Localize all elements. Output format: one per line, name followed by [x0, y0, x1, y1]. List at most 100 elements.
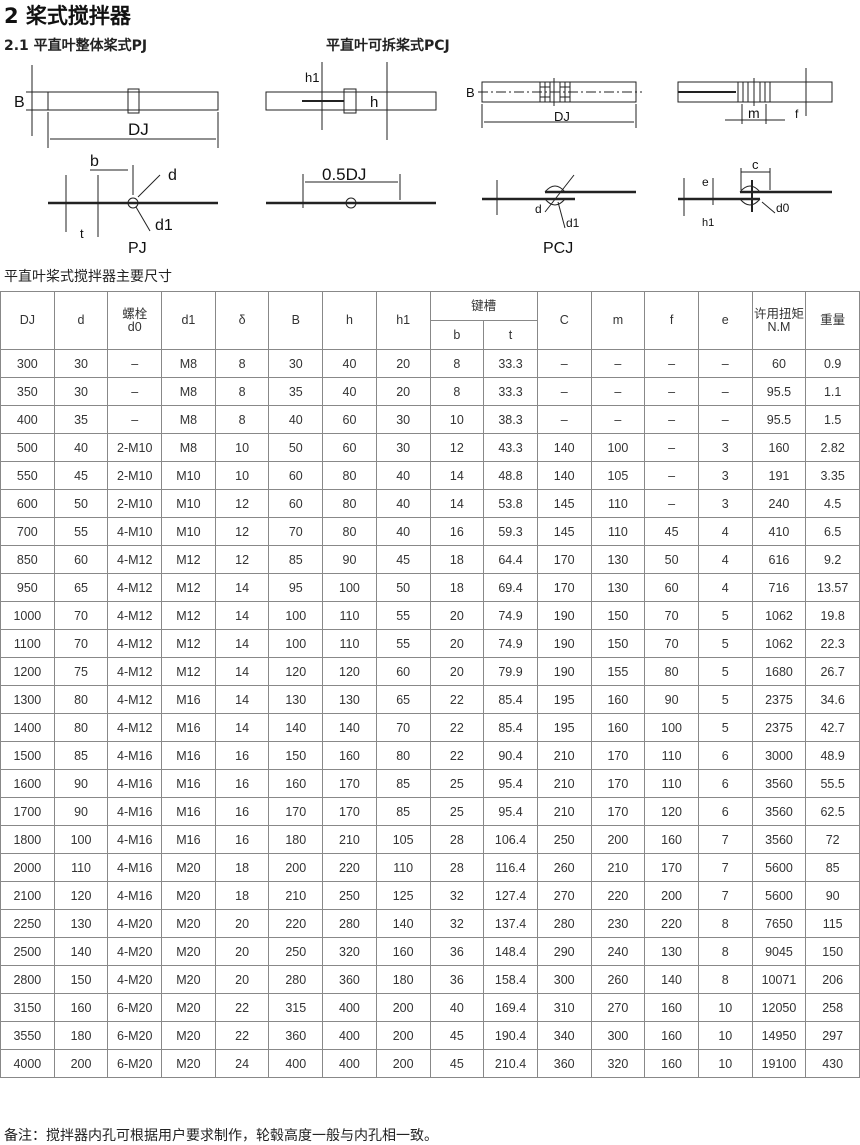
table-cell: 60 [268, 461, 324, 490]
table-cell: 28 [429, 825, 485, 854]
table-cell: 14 [214, 601, 270, 630]
table-cell: 400 [322, 1049, 377, 1078]
table-cell: 14 [214, 657, 270, 686]
table-cell: 50 [375, 573, 431, 602]
table-row: 1300 80 4-M12 M16 14 130 130 65 22 85.4 195 160 90 5 2… [0, 685, 860, 714]
table-cell: 53.8 [483, 489, 538, 518]
table-cell: 12 [214, 489, 270, 518]
table-cell: 43.3 [483, 433, 538, 462]
table-cell: 116.4 [483, 853, 538, 882]
table-cell: 65 [375, 685, 431, 714]
pj-hub-view: h1 h 0.5DJ [265, 62, 437, 209]
table-cell: 60 [268, 489, 324, 518]
table-cell: 130 [644, 937, 699, 966]
table-cell: 26.7 [805, 657, 860, 686]
table-cell: 140 [268, 713, 324, 742]
table-cell: 45 [429, 1049, 485, 1078]
table-cell: 32 [429, 909, 485, 938]
table-row: 2800 150 4-M20 M20 20 280 360 180 36 158.4 300 260 1… [0, 965, 860, 994]
table-cell: 30 [375, 405, 431, 434]
table-cell: M20 [161, 937, 216, 966]
table-cell: M20 [161, 909, 216, 938]
table-cell: 12 [214, 517, 270, 546]
table-cell: 120 [322, 657, 377, 686]
table-row: 550 45 2-M10 M10 10 60 80 40 14 48.8 140 105–3 191 3.… [0, 461, 860, 490]
table-cell: 191 [751, 461, 807, 490]
table-cell: 0.9 [805, 349, 860, 378]
table-cell: 145 [536, 489, 592, 518]
label-c: c [752, 157, 759, 172]
table-cell: 180 [375, 965, 431, 994]
table-cell: M16 [161, 825, 216, 854]
table-cell: 170 [536, 573, 592, 602]
table-cell: 60 [53, 545, 109, 574]
table-cell: 340 [536, 1021, 592, 1050]
section-title: 2 桨式搅拌器 [4, 4, 131, 28]
table-cell: 2800 [0, 965, 55, 994]
table-cell: 48.9 [805, 741, 860, 770]
table-cell: 200 [53, 1049, 109, 1078]
table-cell: 50 [644, 545, 699, 574]
table-cell: 120 [53, 881, 109, 910]
table-cell: 210 [590, 853, 646, 882]
table-cell: 4-M16 [107, 825, 163, 854]
table-cell: 20 [429, 629, 485, 658]
table-cell: 12 [214, 545, 270, 574]
table-cell: 28 [429, 853, 485, 882]
pj-subtitle: 2.1 平直叶整体桨式PJ [4, 38, 148, 54]
table-row: 1600 90 4-M16 M16 16 160 170 85 25 95.4 210 170 110 6… [0, 769, 860, 798]
table-row: 3550 180 6-M20 M20 22 360 400 200 45 190.4 340 300 1… [0, 1021, 860, 1050]
table-cell: 160 [644, 825, 699, 854]
table-cell: 22 [429, 713, 485, 742]
table-cell: 280 [268, 965, 324, 994]
table-cell: M12 [161, 545, 216, 574]
table-cell: 85 [53, 741, 109, 770]
table-cell: M20 [161, 1049, 216, 1078]
table-cell: 170 [590, 769, 646, 798]
label-B: B [14, 94, 25, 111]
header-weight: 重量 [805, 291, 860, 350]
table-cell: 69.4 [483, 573, 538, 602]
table-cell: 8 [697, 965, 753, 994]
table-cell: 200 [375, 993, 431, 1022]
table-cell: – [107, 405, 163, 434]
table-cell: 14 [214, 573, 270, 602]
table-cell: 10 [697, 1021, 753, 1050]
table-cell: 8 [697, 909, 753, 938]
table-cell: 55 [375, 629, 431, 658]
table-cell: 6-M20 [107, 993, 163, 1022]
header-B: B [268, 291, 324, 350]
table-cell: 48.8 [483, 461, 538, 490]
table-cell: 3 [697, 489, 753, 518]
table-cell: 70 [644, 601, 699, 630]
table-cell: 60 [322, 433, 377, 462]
table-row: 4000 200 6-M20 M20 24 400 400 200 45 210.4 360 320 1… [0, 1049, 860, 1078]
table-cell: 30 [53, 349, 109, 378]
table-cell: 110 [590, 489, 646, 518]
table-cell: 4-M16 [107, 797, 163, 826]
table-cell: M20 [161, 1021, 216, 1050]
table-cell: 4-M16 [107, 853, 163, 882]
header-d1: d1 [161, 291, 216, 350]
table-cell: 80 [644, 657, 699, 686]
header-d0: 螺栓 d0 [107, 291, 163, 350]
table-cell: 4-M12 [107, 545, 163, 574]
table-cell: M16 [161, 741, 216, 770]
label-pcj-h1: h1 [702, 217, 714, 229]
header-t: t [483, 320, 538, 350]
table-cell: 74.9 [483, 629, 538, 658]
table-cell: 70 [644, 629, 699, 658]
table-row: 500 40 2-M10 M8 10 50 60 30 12 43.3 140 100–3 160 2.8… [0, 433, 860, 462]
table-cell: 280 [322, 909, 377, 938]
table-cell: 360 [268, 1021, 324, 1050]
table-cell: 4-M16 [107, 769, 163, 798]
table-cell: M16 [161, 769, 216, 798]
table-cell: 6 [697, 769, 753, 798]
table-cell: M12 [161, 657, 216, 686]
table-cell: 80 [53, 713, 109, 742]
table-cell: 4-M12 [107, 713, 163, 742]
table-cell: M20 [161, 853, 216, 882]
table-cell: 120 [644, 797, 699, 826]
table-cell: 22 [429, 741, 485, 770]
table-cell: 160 [590, 713, 646, 742]
